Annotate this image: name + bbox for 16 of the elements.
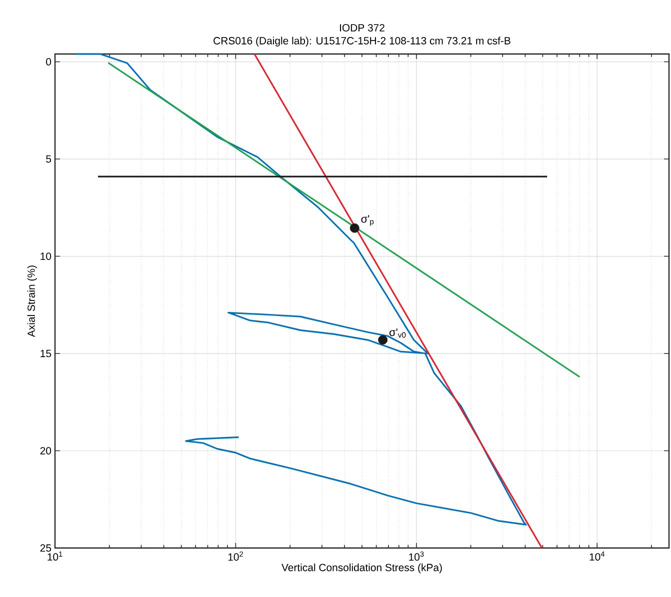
y-tick-label: 0 <box>46 58 52 66</box>
x-tick-label: 10$^{2}$ <box>228 552 243 561</box>
chart-title: IODP 372 <box>340 24 384 32</box>
x-tick-label: 10$^{1}$ <box>48 552 62 561</box>
y-tick-label: 25 <box>40 544 52 552</box>
annotation: σ'$_{p}$ <box>361 215 374 226</box>
x-tick-label: 10$^{3}$ <box>409 552 424 561</box>
annotation: σ'$_{v0}$ <box>389 328 406 338</box>
y-tick-label: 20 <box>40 447 52 454</box>
chart-subtitle: CRS016 (Daigle lab): U1517C-15H-2 108-113 cm 73.21 m csf-B <box>214 36 510 47</box>
y-tick-label: 15 <box>40 350 52 358</box>
x-tick-label: 10$^{4}$ <box>590 552 604 561</box>
y-tick-label: 5 <box>46 155 52 163</box>
x-axis-title: Vertical Consolidation Stress (kPa) <box>282 564 442 574</box>
y-axis-title: Axial Strain (%) <box>27 266 38 338</box>
y-tick-label: 10 <box>40 252 52 260</box>
